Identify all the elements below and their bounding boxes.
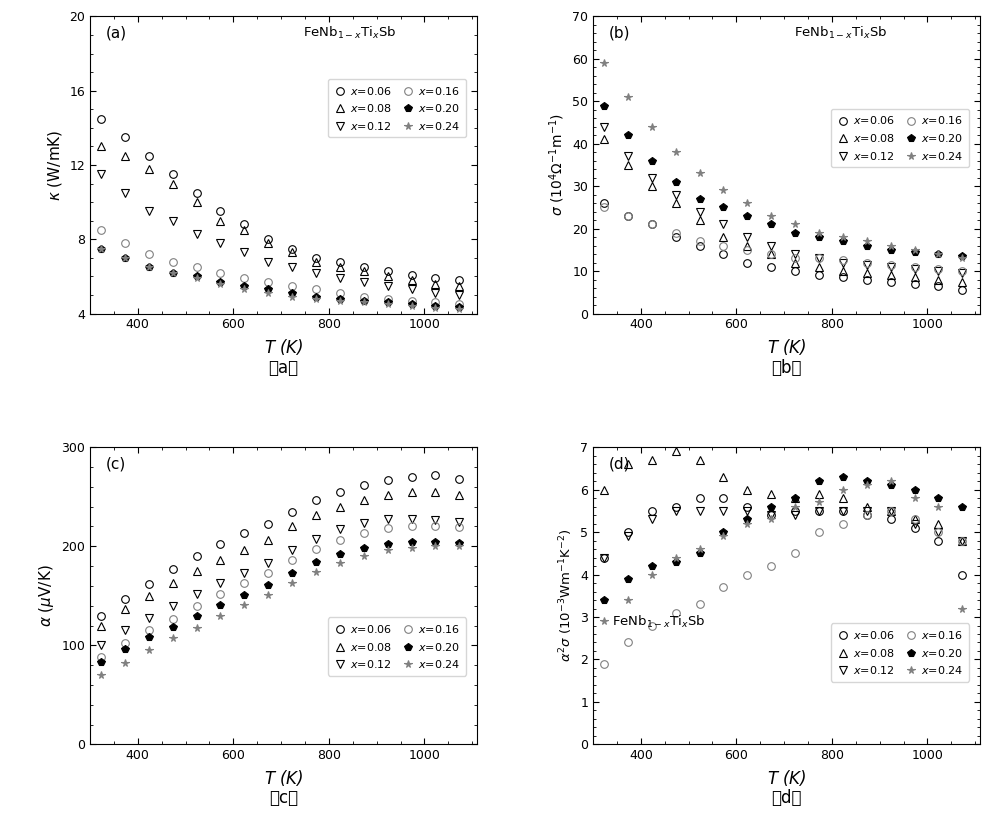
Text: FeNb$_{1-x}$Ti$_x$Sb: FeNb$_{1-x}$Ti$_x$Sb	[612, 614, 706, 630]
Text: FeNb$_{1-x}$Ti$_x$Sb: FeNb$_{1-x}$Ti$_x$Sb	[794, 25, 888, 42]
Text: (d): (d)	[609, 456, 630, 471]
Text: （a）: （a）	[268, 358, 299, 376]
Text: (b): (b)	[609, 25, 630, 40]
X-axis label: $T$ (K): $T$ (K)	[767, 337, 806, 357]
Text: FeNb$_{1-x}$Ti$_x$Sb: FeNb$_{1-x}$Ti$_x$Sb	[303, 25, 396, 42]
Legend: $x$=0.06, $x$=0.08, $x$=0.12, $x$=0.16, $x$=0.20, $x$=0.24: $x$=0.06, $x$=0.08, $x$=0.12, $x$=0.16, …	[831, 623, 969, 681]
Legend: $x$=0.06, $x$=0.08, $x$=0.12, $x$=0.16, $x$=0.20, $x$=0.24: $x$=0.06, $x$=0.08, $x$=0.12, $x$=0.16, …	[831, 109, 969, 167]
Text: （b）: （b）	[771, 358, 802, 376]
Legend: $x$=0.06, $x$=0.08, $x$=0.12, $x$=0.16, $x$=0.20, $x$=0.24: $x$=0.06, $x$=0.08, $x$=0.12, $x$=0.16, …	[328, 79, 466, 137]
X-axis label: $T$ (K): $T$ (K)	[767, 768, 806, 788]
Text: （c）: （c）	[269, 789, 298, 807]
Y-axis label: $\alpha$ ($\mu$V/K): $\alpha$ ($\mu$V/K)	[37, 564, 56, 627]
Text: (c): (c)	[105, 456, 126, 471]
Y-axis label: $\sigma$ (10$^4$$\Omega$$^{-1}$m$^{-1}$): $\sigma$ (10$^4$$\Omega$$^{-1}$m$^{-1}$)	[547, 114, 567, 217]
Y-axis label: $\alpha^2\sigma$ (10$^{-3}$Wm$^{-1}$K$^{-2}$): $\alpha^2\sigma$ (10$^{-3}$Wm$^{-1}$K$^{…	[557, 529, 575, 663]
Y-axis label: $\kappa$ (W/mK): $\kappa$ (W/mK)	[46, 129, 64, 200]
X-axis label: $T$ (K): $T$ (K)	[264, 337, 303, 357]
X-axis label: $T$ (K): $T$ (K)	[264, 768, 303, 788]
Legend: $x$=0.06, $x$=0.08, $x$=0.12, $x$=0.16, $x$=0.20, $x$=0.24: $x$=0.06, $x$=0.08, $x$=0.12, $x$=0.16, …	[328, 618, 466, 676]
Text: （d）: （d）	[771, 789, 802, 807]
Text: (a): (a)	[105, 25, 127, 40]
